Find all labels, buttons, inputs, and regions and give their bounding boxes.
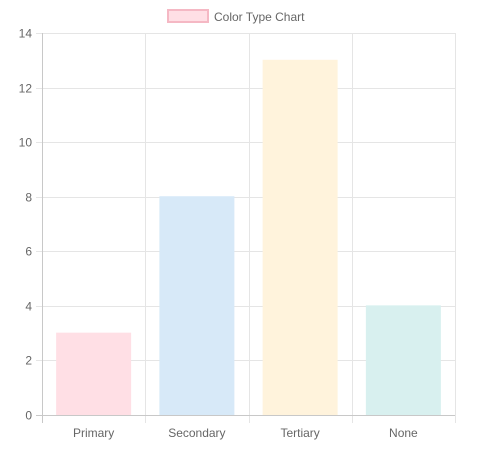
legend[interactable]: Color Type Chart <box>167 9 305 24</box>
bar-none[interactable] <box>365 305 441 416</box>
x-tick-label: None <box>389 426 418 440</box>
legend-label: Color Type Chart <box>214 10 305 24</box>
y-tick-label: 14 <box>19 27 33 41</box>
bar-secondary[interactable] <box>159 196 235 416</box>
bars <box>56 59 441 416</box>
axes <box>36 33 455 423</box>
y-tick-label: 6 <box>25 245 32 259</box>
gridlines <box>36 33 456 423</box>
x-axis-ticks: Primary Secondary Tertiary None <box>73 426 418 440</box>
y-tick-label: 8 <box>25 191 32 205</box>
legend-swatch <box>167 9 209 23</box>
x-tick-label: Tertiary <box>280 426 319 440</box>
x-tick-label: Secondary <box>168 426 225 440</box>
y-tick-label: 0 <box>25 409 32 423</box>
y-tick-label: 10 <box>19 136 33 150</box>
y-axis-ticks: 0 2 4 6 8 10 12 14 <box>19 27 33 423</box>
y-tick-label: 4 <box>25 300 32 314</box>
y-tick-label: 2 <box>25 354 32 368</box>
y-tick-label: 12 <box>19 82 33 96</box>
bar-primary[interactable] <box>56 332 132 416</box>
bar-tertiary[interactable] <box>262 59 338 416</box>
x-tick-label: Primary <box>73 426 114 440</box>
